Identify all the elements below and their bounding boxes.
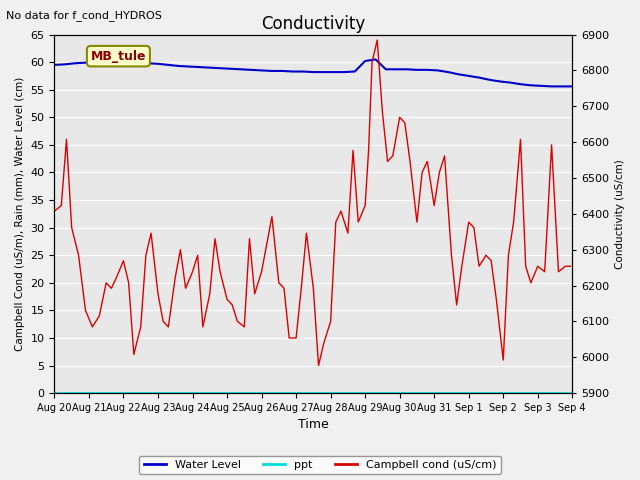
X-axis label: Time: Time — [298, 419, 329, 432]
Text: MB_tule: MB_tule — [91, 49, 146, 63]
Text: No data for f_cond_HYDROS: No data for f_cond_HYDROS — [6, 10, 163, 21]
Y-axis label: Conductivity (uS/cm): Conductivity (uS/cm) — [615, 159, 625, 269]
Legend: Water Level, ppt, Campbell cond (uS/cm): Water Level, ppt, Campbell cond (uS/cm) — [140, 456, 500, 474]
Title: Conductivity: Conductivity — [261, 15, 365, 33]
Y-axis label: Campbell Cond (uS/m), Rain (mm), Water Level (cm): Campbell Cond (uS/m), Rain (mm), Water L… — [15, 77, 25, 351]
